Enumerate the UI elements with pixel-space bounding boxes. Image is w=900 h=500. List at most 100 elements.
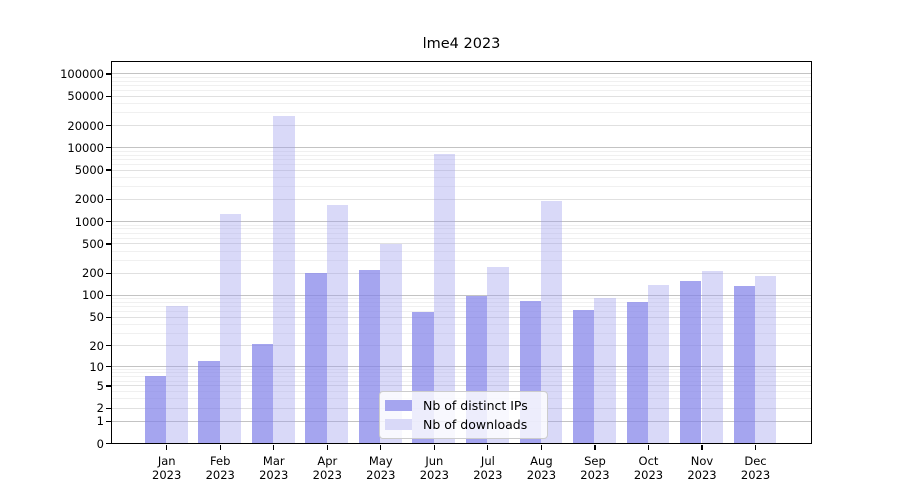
x-tick-label: Nov 2023 [687,453,717,482]
gridline-mid [111,345,811,347]
gridline-minor [111,112,811,114]
gridline-minor [111,306,811,308]
y-tick-mark [105,365,111,368]
gridline-minor [111,250,811,252]
y-tick-mark [105,73,111,75]
gridline-minor [111,380,811,382]
gridline-major [111,147,811,149]
x-tick-label: Jan 2023 [152,453,182,482]
bar-downloads [594,298,616,443]
gridline-minor [111,224,811,226]
gridline-mid [111,169,811,171]
gridline-minor [111,323,811,325]
legend: Nb of distinct IPs Nb of downloads [379,391,548,439]
x-tick-mark [433,445,435,450]
x-tick-label: Mar 2023 [259,453,289,482]
gridline-mid [111,385,811,387]
bar-distinct-ips [251,343,274,443]
bar-distinct-ips [733,285,756,443]
gridline-minor [111,84,811,86]
y-tick-mark [105,316,111,318]
y-tick-mark [105,442,111,445]
x-tick-label: Dec 2023 [740,453,771,482]
bar-downloads [433,154,456,443]
gridline-minor [111,80,811,82]
y-tick-mark [105,95,111,97]
bar-downloads [326,205,349,443]
y-tick-label: 20000 [67,118,104,133]
gridline-mid [111,198,811,200]
gridline-minor [111,150,811,152]
legend-swatch-downloads [385,419,412,430]
x-tick-mark [594,445,596,450]
y-tick-mark [105,169,111,171]
y-tick-mark [105,385,111,387]
y-tick-label: 2 [96,401,104,416]
legend-label-downloads: Nb of downloads [423,417,528,432]
gridline-minor [111,232,811,234]
bar-downloads [701,270,723,443]
y-tick-label: 100 [82,288,104,303]
y-tick-mark [105,198,111,201]
bars-layer [112,62,811,444]
y-tick-mark [105,147,111,149]
x-tick-label: Feb 2023 [205,453,235,482]
y-tick-mark [105,407,111,409]
gridline-minor [111,163,811,165]
bar-distinct-ips [358,270,381,443]
bar-downloads [219,213,242,443]
x-tick-mark [487,445,489,450]
gridline-mid [111,243,811,245]
y-tick-label: 1 [96,414,104,429]
y-tick-label: 20 [89,338,104,353]
x-tick-label: Sep 2023 [580,453,610,482]
y-tick-mark [105,243,111,245]
gridline-minor [111,176,811,178]
x-tick-label: Apr 2023 [312,453,342,482]
gridline-minor [111,259,811,261]
y-tick-label: 100000 [60,66,104,81]
gridline-major [111,294,811,296]
bar-distinct-ips [626,301,648,443]
y-tick-label: 50 [89,310,104,325]
gridline-minor [111,158,811,160]
y-tick-label: 200 [82,266,104,281]
x-tick-label: Oct 2023 [633,453,664,482]
bar-distinct-ips [144,376,167,443]
x-tick-mark [754,445,757,450]
gridline-major [111,366,811,368]
legend-label-distinct-ips: Nb of distinct IPs [423,398,528,413]
gridline-mid [111,125,811,127]
gridline-minor [111,185,811,187]
y-tick-mark [105,221,111,223]
gridline-mid [111,272,811,274]
bar-downloads [166,306,188,443]
bar-distinct-ips [305,272,327,443]
y-tick-label: 500 [82,236,104,251]
y-tick-mark [105,420,111,422]
bar-distinct-ips [680,280,702,443]
x-tick-label: May 2023 [366,453,396,482]
x-tick-mark [273,445,275,450]
bar-distinct-ips [573,310,595,443]
y-tick-label: 5000 [74,163,104,178]
gridline-mid [111,95,811,97]
x-tick-mark [647,445,650,450]
gridline-minor [111,332,811,334]
x-tick-label: Aug 2023 [526,453,557,482]
gridline-mid [111,316,811,318]
y-tick-label: 50000 [67,89,104,104]
legend-item: Nb of downloads [385,415,539,434]
gridline-minor [111,369,811,371]
y-tick-label: 5 [96,378,104,393]
gridline-minor [111,228,811,230]
bar-downloads [540,200,563,443]
gridline-major [111,73,811,75]
y-tick-mark [105,294,111,296]
y-tick-label: 0 [96,436,104,451]
bar-downloads [647,285,670,443]
bar-distinct-ips [198,360,220,443]
gridline-minor [111,89,811,91]
gridline-minor [111,376,811,378]
